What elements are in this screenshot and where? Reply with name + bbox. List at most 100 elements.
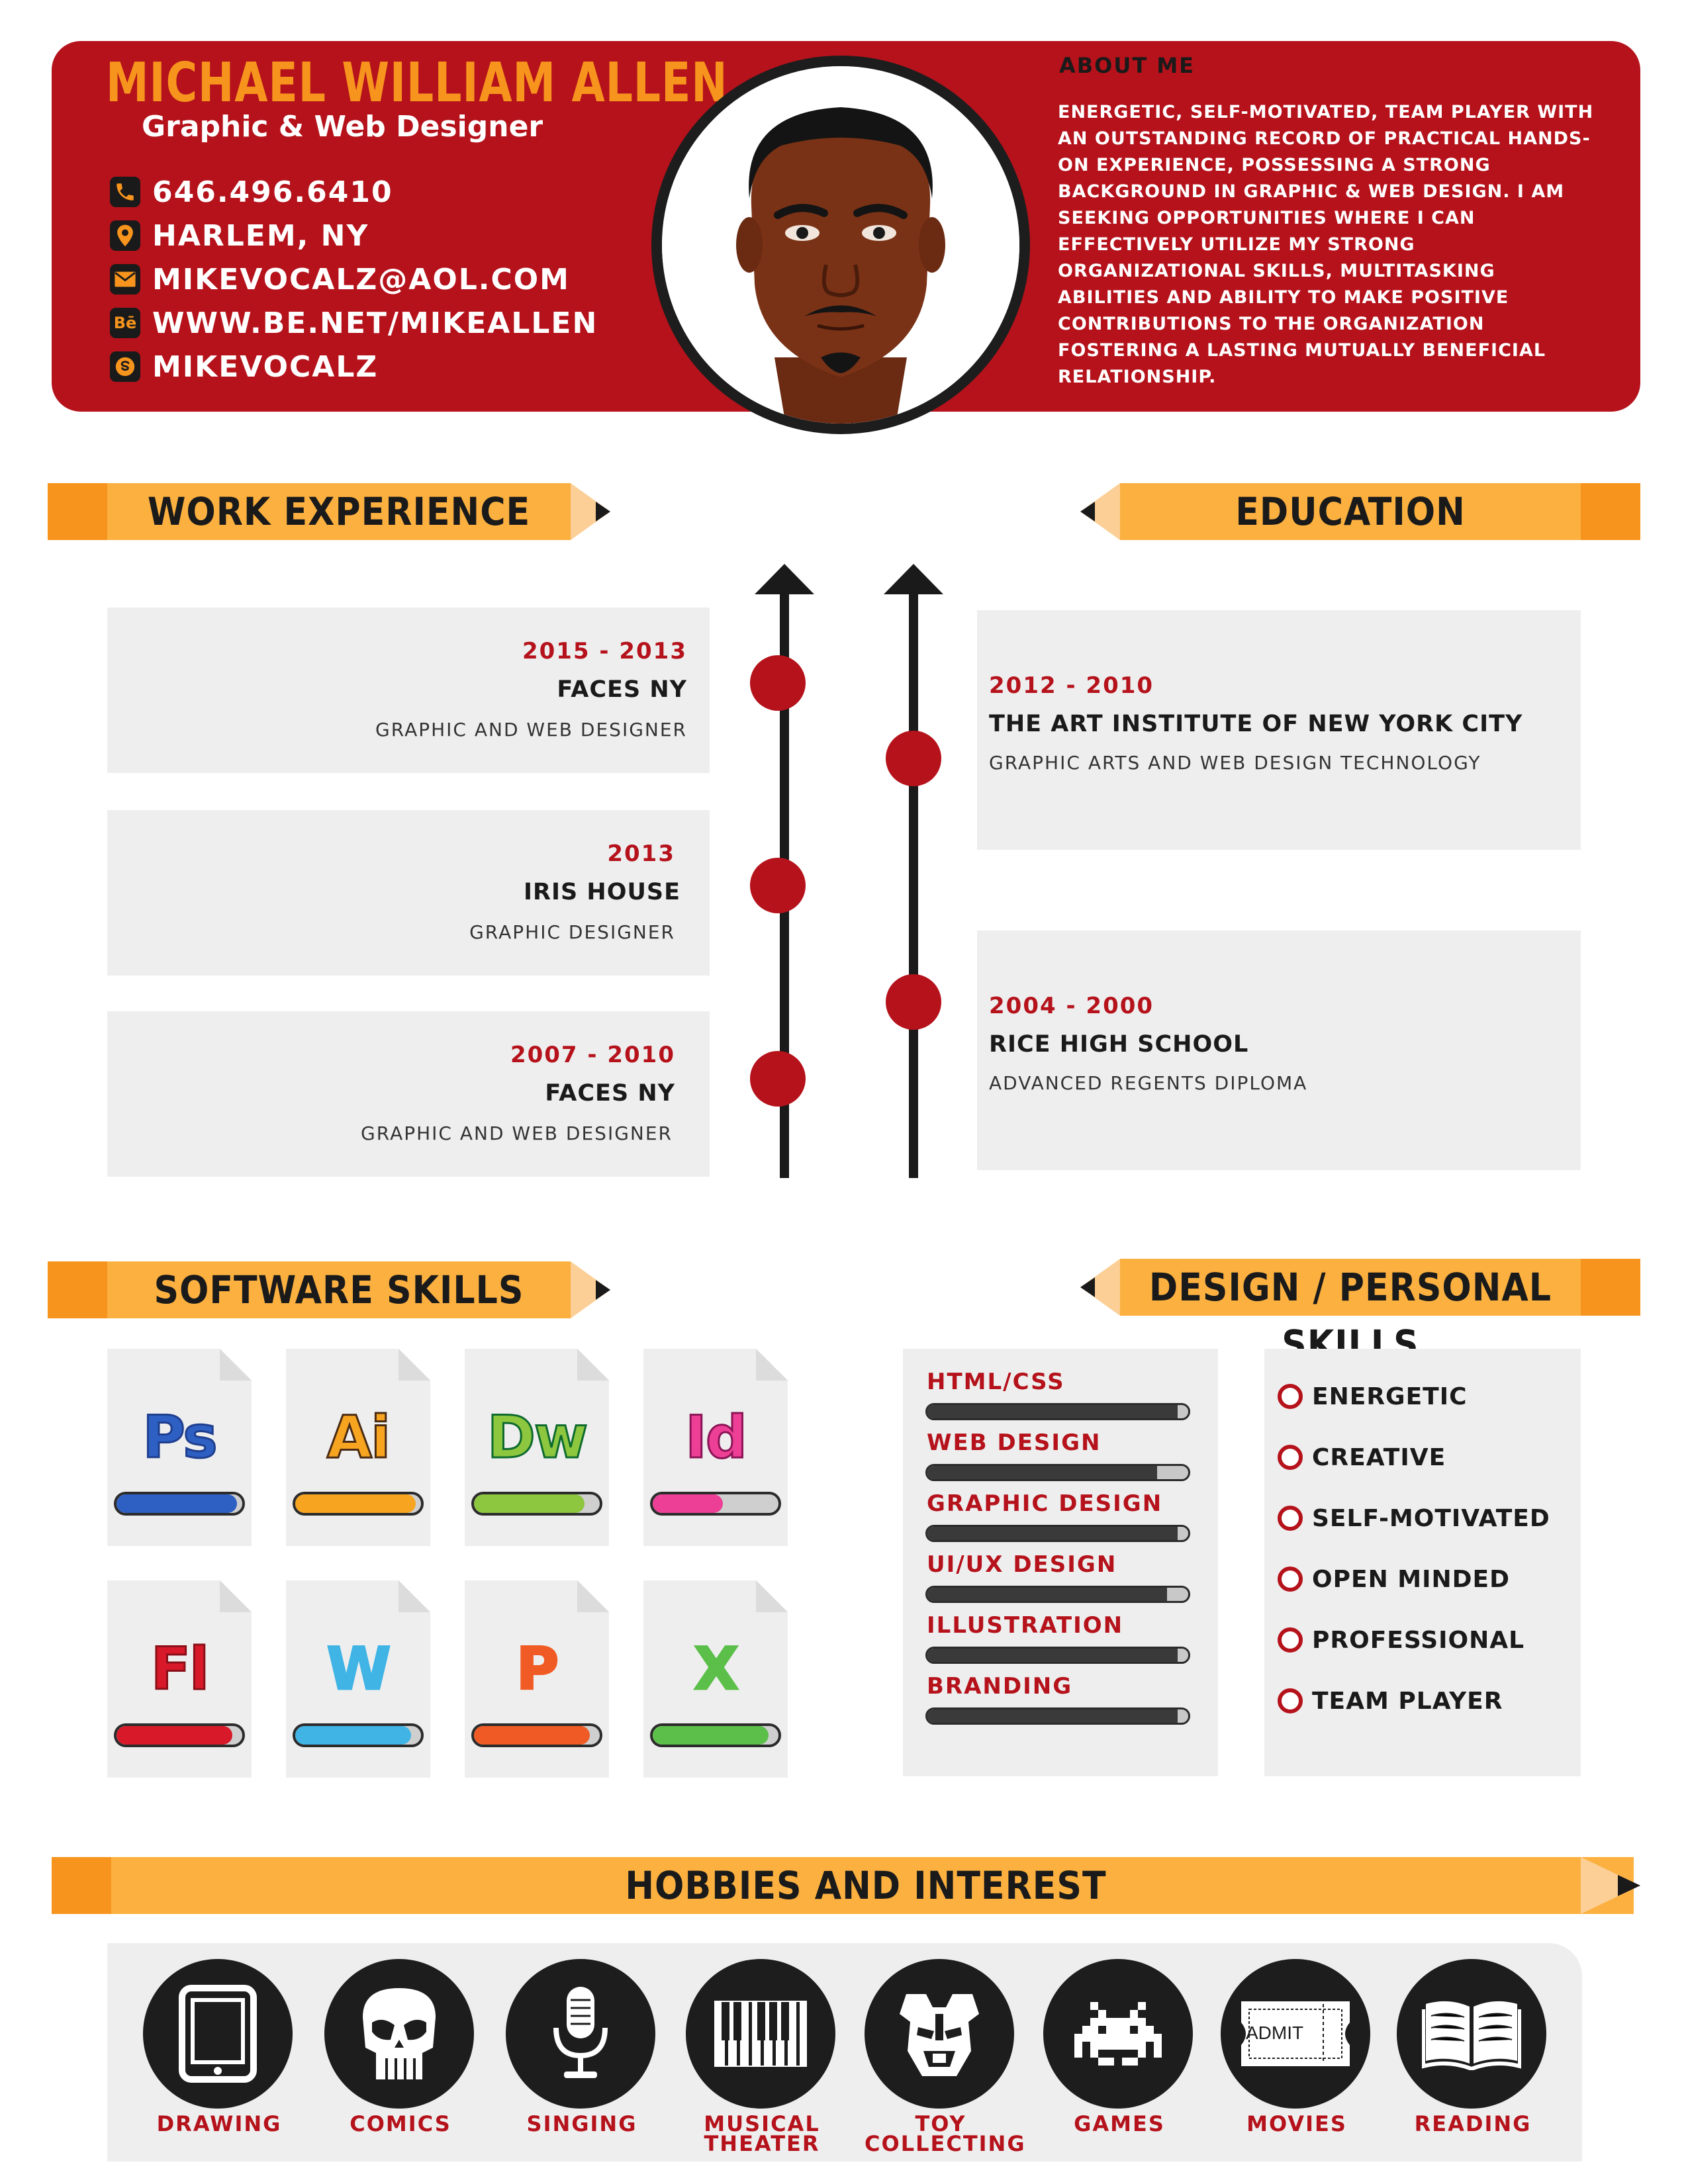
software-name: Id bbox=[684, 1402, 749, 1473]
software-tile: Fl bbox=[107, 1580, 252, 1778]
page-fold-corner bbox=[756, 1580, 788, 1612]
software-skill-bar bbox=[293, 1492, 424, 1516]
banner-work-title: WORK EXPERIENCE bbox=[147, 489, 531, 534]
design-skill-name: WEB DESIGN bbox=[927, 1430, 1102, 1456]
illustrated-portrait bbox=[662, 66, 1019, 424]
circle-bullet-icon bbox=[1278, 1384, 1303, 1409]
software-name: X bbox=[693, 1634, 740, 1704]
circle-bullet-icon bbox=[1278, 1445, 1303, 1470]
work-2-position: GRAPHIC DESIGNER bbox=[469, 921, 675, 943]
banner-education-title: EDUCATION bbox=[1235, 489, 1466, 534]
banner-software-skills: SOFTWARE SKILLS bbox=[48, 1261, 610, 1318]
personal-skill-label: SELF-MOTIVATED bbox=[1312, 1504, 1550, 1532]
contact-email-text: MIKEVOCALZ@AOL.COM bbox=[152, 262, 570, 296]
software-name: Ai bbox=[326, 1402, 391, 1473]
education-2-position: ADVANCED REGENTS DIPLOMA bbox=[989, 1072, 1308, 1094]
contact-location-text: HARLEM, NY bbox=[152, 218, 369, 253]
design-skill-name: BRANDING bbox=[927, 1673, 1073, 1700]
software-skill-bar bbox=[293, 1723, 424, 1747]
education-1-position: GRAPHIC ARTS AND WEB DESIGN TECHNOLOGY bbox=[989, 752, 1481, 774]
full-name: MICHAEL WILLIAM ALLEN bbox=[106, 52, 728, 114]
hobby-reading: READING bbox=[1397, 1959, 1549, 2134]
education-1-years: 2012 - 2010 bbox=[989, 672, 1154, 699]
software-name: Fl bbox=[150, 1634, 210, 1704]
work-3-position: GRAPHIC AND WEB DESIGNER bbox=[361, 1122, 673, 1144]
software-tile: Ps bbox=[107, 1349, 252, 1546]
design-skill-bar-fill bbox=[927, 1649, 1178, 1662]
job-title: Graphic & Web Designer bbox=[142, 110, 543, 144]
banner-hobbies: HOBBIES AND INTEREST bbox=[52, 1857, 1640, 1914]
education-1-organization: THE ART INSTITUTE OF NEW YORK CITY bbox=[989, 711, 1523, 737]
work-timeline-dot bbox=[750, 655, 806, 711]
software-tile: Dw bbox=[465, 1349, 609, 1546]
skype-icon bbox=[110, 351, 140, 382]
about-text: ENERGETIC, SELF-MOTIVATED, TEAM PLAYER W… bbox=[1058, 102, 1594, 387]
software-skill-bar bbox=[114, 1723, 245, 1747]
hobby-toy-collecting: TOY COLLECTING bbox=[865, 1959, 1026, 2156]
contact-location: HARLEM, NY bbox=[110, 217, 706, 254]
software-tile: W bbox=[286, 1580, 430, 1778]
hobby-movies: ADMIT MOVIES bbox=[1221, 1959, 1373, 2134]
behance-icon: Bē bbox=[110, 308, 140, 338]
software-tile: P bbox=[465, 1580, 609, 1778]
software-tile: Ai bbox=[286, 1349, 430, 1546]
software-tile: X bbox=[643, 1580, 788, 1778]
banner-work-experience: WORK EXPERIENCE bbox=[48, 483, 610, 540]
hobby-label: COMICS bbox=[350, 2111, 451, 2136]
software-name: W bbox=[326, 1634, 392, 1704]
hobby-musical-theater: MUSICAL THEATER bbox=[686, 1959, 838, 2154]
work-timeline-dot bbox=[750, 1051, 806, 1107]
location-pin-icon bbox=[110, 220, 140, 251]
software-skill-bar bbox=[650, 1723, 781, 1747]
banner-software-title: SOFTWARE SKILLS bbox=[154, 1267, 524, 1312]
personal-skills-panel: ENERGETIC CREATIVE SELF-MOTIVATED OPEN MIND… bbox=[1264, 1349, 1581, 1776]
personal-skill: SELF-MOTIVATED bbox=[1278, 1504, 1550, 1533]
education-2-organization: RICE HIGH SCHOOL bbox=[989, 1031, 1249, 1058]
personal-skill: TEAM PLAYER bbox=[1278, 1686, 1503, 1715]
design-skill-bar-fill bbox=[927, 1466, 1157, 1479]
phone-icon bbox=[110, 177, 140, 207]
personal-skill-label: TEAM PLAYER bbox=[1312, 1687, 1503, 1715]
hobby-comics: COMICS bbox=[324, 1959, 477, 2134]
design-skill-bar bbox=[925, 1403, 1190, 1420]
education-timeline-dot bbox=[886, 731, 941, 786]
design-skill-bar-fill bbox=[927, 1588, 1168, 1601]
hobby-label: DRAWING bbox=[156, 2111, 282, 2136]
banner-design-title: DESIGN / PERSONAL SKILLS bbox=[1149, 1265, 1552, 1367]
hobby-label: TOY COLLECTING bbox=[865, 2111, 1026, 2156]
open-book-icon bbox=[1422, 2001, 1521, 2070]
banner-education: EDUCATION bbox=[1080, 483, 1640, 540]
contact-phone[interactable]: 646.496.6410 bbox=[110, 173, 706, 210]
design-skill-bar-fill bbox=[927, 1527, 1178, 1540]
hobby-drawing: DRAWING bbox=[143, 1959, 295, 2134]
contact-skype[interactable]: MIKEVOCALZ bbox=[110, 348, 706, 385]
design-skill-name: GRAPHIC DESIGN bbox=[927, 1490, 1163, 1517]
page-fold-corner bbox=[220, 1349, 252, 1381]
education-2-years: 2004 - 2000 bbox=[989, 993, 1154, 1019]
hobby-label: GAMES bbox=[1074, 2111, 1165, 2136]
tablet-icon bbox=[179, 1985, 257, 2083]
contact-email[interactable]: MIKEVOCALZ@AOL.COM bbox=[110, 261, 706, 298]
software-name: Ps bbox=[142, 1402, 218, 1473]
design-skill-bar bbox=[925, 1647, 1190, 1664]
design-skill-name: UI/UX DESIGN bbox=[927, 1551, 1117, 1578]
hobby-singing: SINGING bbox=[506, 1959, 658, 2134]
software-skill-bar-fill bbox=[653, 1726, 769, 1745]
software-skill-bar-fill bbox=[474, 1726, 590, 1745]
design-skill-bar bbox=[925, 1586, 1190, 1603]
personal-skill-label: PROFESSIONAL bbox=[1312, 1626, 1525, 1654]
design-skill-name: HTML/CSS bbox=[927, 1369, 1065, 1395]
contact-behance[interactable]: Bē WWW.BE.NET/MIKEALLEN bbox=[110, 304, 706, 341]
work-2-organization: IRIS HOUSE bbox=[524, 879, 680, 905]
personal-skill-label: CREATIVE bbox=[1312, 1443, 1446, 1471]
banner-hobbies-title: HOBBIES AND INTEREST bbox=[625, 1863, 1107, 1908]
ticket-icon bbox=[1241, 2001, 1350, 2066]
education-entry-2: 2004 - 2000 RICE HIGH SCHOOL ADVANCED RE… bbox=[977, 931, 1581, 1170]
robot-mask-icon bbox=[900, 1994, 979, 2076]
software-skill-bar-fill bbox=[474, 1494, 585, 1513]
work-3-years: 2007 - 2010 bbox=[510, 1042, 675, 1068]
software-skill-bar bbox=[471, 1723, 602, 1747]
hobby-label: READING bbox=[1414, 2111, 1532, 2136]
software-skill-bar-fill bbox=[295, 1726, 411, 1745]
banner-design-personal-skills: DESIGN / PERSONAL SKILLS bbox=[1080, 1259, 1640, 1367]
